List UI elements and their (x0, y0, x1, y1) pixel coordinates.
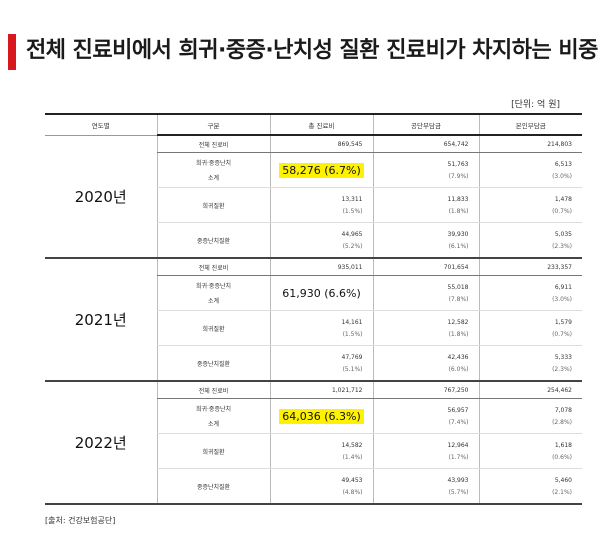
category-cell: 중증난치질환 (156, 468, 270, 505)
table-row: 2021년 전체 진료비 935,011 701,654 233,357 (45, 257, 582, 382)
public-cell: 42,436 (6.0%) (372, 345, 479, 382)
category-cell: 전체 진료비 (156, 380, 270, 399)
year-cell: 2021년 (45, 258, 157, 382)
self-cell: 214,803 (478, 134, 582, 153)
table-row: 2020년 전체 진료비 869,545 654,742 214,803 (45, 134, 582, 259)
public-cell: 701,654 (372, 257, 479, 276)
self-cell: 5,035 (2.3%) (478, 222, 582, 259)
category-cell: 희귀·중증난치 소계 (156, 398, 270, 434)
public-cell: 11,833 (1.8%) (372, 187, 479, 223)
self-cell: 1,579 (0.7%) (478, 310, 582, 346)
self-cell: 1,618 (0.6%) (478, 433, 582, 469)
public-cell: 51,763 (7.9%) (372, 152, 479, 188)
category-cell: 희귀질환 (156, 187, 270, 223)
public-cell: 43,993 (5.7%) (372, 468, 479, 505)
year-cell: 2022년 (45, 381, 157, 505)
total-cell-emphasized: 61,930 (6.6%) (269, 275, 373, 311)
category-cell: 전체 진료비 (156, 257, 270, 276)
title-accent-bar (8, 34, 16, 70)
total-cell: 44,965 (5.2%) (269, 222, 373, 259)
category-cell: 중증난치질환 (156, 222, 270, 259)
total-cell: 13,311 (1.5%) (269, 187, 373, 223)
public-cell: 12,964 (1.7%) (372, 433, 479, 469)
public-cell: 55,018 (7.8%) (372, 275, 479, 311)
self-cell: 5,333 (2.3%) (478, 345, 582, 382)
public-cell: 654,742 (372, 134, 479, 153)
table-row: 중증난치질환 44,965 (5.2%) 39,930 (6.1%) 5,035 (2… (45, 222, 582, 259)
table-row: 희귀질환 14,161 (1.5%) 12,582 (1.8%) 1,579 (0.7… (45, 310, 582, 346)
category-cell: 희귀·중증난치 소계 (156, 275, 270, 311)
self-cell: 6,513 (3.0%) (478, 152, 582, 188)
self-cell: 5,460 (2.1%) (478, 468, 582, 505)
category-cell: 전체 진료비 (156, 134, 270, 153)
public-cell: 39,930 (6.1%) (372, 222, 479, 259)
total-cell: 869,545 (269, 134, 373, 153)
table-row: 2022년 전체 진료비 1,021,712 767,250 254,462 (45, 380, 582, 505)
table-row: 중증난치질환 49,453 (4.8%) 43,993 (5.7%) 5,460 (2… (45, 468, 582, 505)
total-cell: 1,021,712 (269, 380, 373, 399)
page-title: 전체 진료비에서 희귀·중증·난치성 질환 진료비가 차지하는 비중 (26, 38, 598, 63)
table-header-row: 연도별 구분 총 진료비 공단부담금 본인부담금 (45, 113, 582, 136)
self-cell: 1,478 (0.7%) (478, 187, 582, 223)
total-cell: 14,582 (1.4%) (269, 433, 373, 469)
category-cell: 희귀·중증난치 소계 (156, 152, 270, 188)
total-cell-highlighted: 58,276 (6.7%) (269, 152, 373, 188)
header-public: 공단부담금 (372, 113, 479, 136)
total-cell: 14,161 (1.5%) (269, 310, 373, 346)
self-cell: 6,911 (3.0%) (478, 275, 582, 311)
source-note: [출처: 건강보험공단] (45, 516, 116, 525)
public-cell: 12,582 (1.8%) (372, 310, 479, 346)
public-cell: 56,957 (7.4%) (372, 398, 479, 434)
category-cell: 중증난치질환 (156, 345, 270, 382)
header-year: 연도별 (45, 113, 157, 136)
table-row: 희귀·중증난치 소계 64,036 (6.3%) 56,957 (7.4%) 7,0… (45, 398, 582, 434)
total-cell-highlighted: 64,036 (6.3%) (269, 398, 373, 434)
medical-cost-table: 연도별 구분 총 진료비 공단부담금 본인부담금 2020년 전체 진료비 86… (45, 113, 582, 505)
table-row: 중증난치질환 47,769 (5.1%) 42,436 (6.0%) 5,333 (2… (45, 345, 582, 382)
total-cell: 935,011 (269, 257, 373, 276)
table-row: 희귀질환 13,311 (1.5%) 11,833 (1.8%) 1,478 (0.7… (45, 187, 582, 223)
header-total: 총 진료비 (269, 113, 373, 136)
total-cell: 49,453 (4.8%) (269, 468, 373, 505)
unit-label: [단위: 억 원] (511, 100, 560, 110)
header-category: 구분 (156, 113, 270, 136)
self-cell: 233,357 (478, 257, 582, 276)
table-row: 희귀질환 14,582 (1.4%) 12,964 (1.7%) 1,618 (0.6… (45, 433, 582, 469)
header-self: 본인부담금 (478, 113, 582, 136)
category-cell: 희귀질환 (156, 310, 270, 346)
total-cell: 47,769 (5.1%) (269, 345, 373, 382)
table-row: 희귀·중증난치 소계 58,276 (6.7%) 51,763 (7.9%) 6,5… (45, 152, 582, 188)
public-cell: 767,250 (372, 380, 479, 399)
table-row: 희귀·중증난치 소계 61,930 (6.6%) 55,018 (7.8%) 6,9… (45, 275, 582, 311)
self-cell: 7,078 (2.8%) (478, 398, 582, 434)
category-cell: 희귀질환 (156, 433, 270, 469)
self-cell: 254,462 (478, 380, 582, 399)
year-cell: 2020년 (45, 135, 157, 259)
